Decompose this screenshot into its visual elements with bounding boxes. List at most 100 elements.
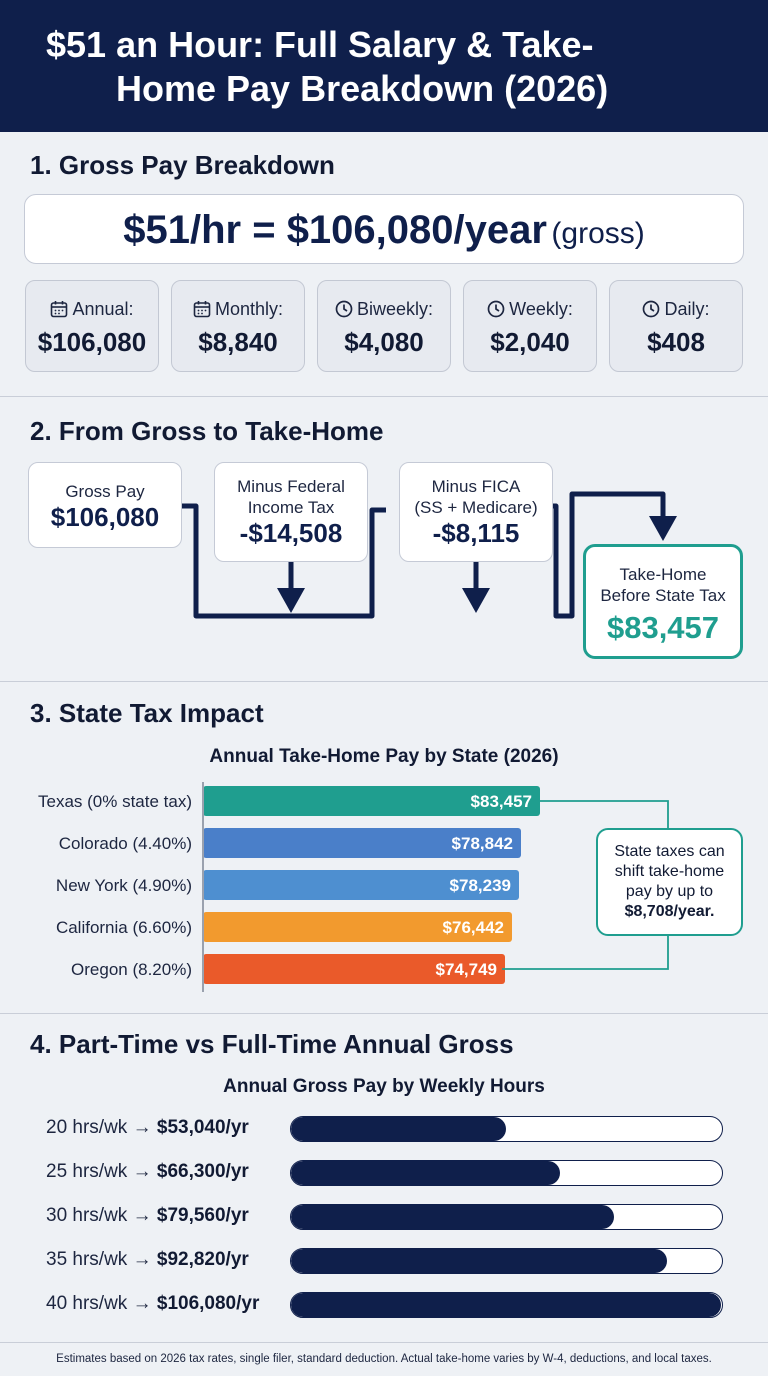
hours-bar-track: [290, 1204, 723, 1230]
state-tick-label: Colorado (4.40%): [58, 834, 192, 853]
hourly-to-annual-banner: $51/hr = $106,080/year (gross): [24, 194, 744, 264]
hours-category: 20 hrs/wk →: [46, 1117, 157, 1138]
divider: [0, 1342, 768, 1343]
hours-bar-track: [290, 1292, 723, 1318]
hours-tick-label: 25 hrs/wk → $66,300/yr: [46, 1161, 249, 1183]
clock-icon: [335, 300, 353, 323]
clock-icon: [487, 300, 505, 323]
card-value: $106,080: [37, 327, 147, 357]
arrow-down-icon: [277, 588, 305, 613]
federal-value: -$14,508: [239, 518, 343, 548]
hours-bar-track: [290, 1116, 723, 1142]
pay-card-weekly: Weekly: $2,040: [463, 280, 597, 372]
divider: [0, 1013, 768, 1014]
hours-category: 25 hrs/wk →: [46, 1161, 157, 1182]
hours-value-label: $79,560/yr: [156, 1205, 249, 1226]
takehome-label-2: Before State Tax: [600, 586, 726, 605]
hours-category: 30 hrs/wk →: [46, 1205, 157, 1226]
state-tick-label: California (6.60%): [55, 918, 192, 937]
arrow-down-icon: [462, 588, 490, 613]
pay-card-biweekly: Biweekly: $4,080: [317, 280, 451, 372]
card-label: Annual:: [72, 299, 134, 319]
pay-card-daily: Daily: $408: [609, 280, 743, 372]
state-bar: $76,442: [203, 912, 512, 942]
takehome-label-1: Take-Home: [619, 565, 707, 584]
takehome-value: $83,457: [606, 610, 720, 645]
page-title-line1: $51 an Hour: Full Salary & Take-: [46, 24, 594, 65]
hours-bar-track: [290, 1160, 723, 1186]
calendar-icon: [193, 300, 211, 323]
state-bar-value-label: $83,457: [470, 792, 532, 811]
hours-value-label: $92,820/yr: [156, 1249, 249, 1270]
section1-title: 1. Gross Pay Breakdown: [30, 150, 335, 180]
state-bar: $74,749: [203, 954, 505, 984]
state-tax-callout: State taxes can shift take-home pay by u…: [596, 828, 743, 936]
gross-pay-label: Gross Pay: [65, 482, 145, 501]
footnote: Estimates based on 2026 tax rates, singl…: [56, 1353, 712, 1365]
card-value: $2,040: [490, 327, 570, 357]
flow-gross-pay-box: Gross Pay $106,080: [28, 462, 182, 548]
hours-bar: [291, 1117, 506, 1141]
state-bar-value-label: $76,442: [442, 918, 504, 937]
section2-title: 2. From Gross to Take-Home: [30, 416, 384, 446]
callout-line2: shift take-home: [614, 863, 725, 880]
flow-federal-tax-box: Minus Federal Income Tax -$14,508: [214, 462, 368, 562]
card-label: Daily:: [664, 299, 710, 319]
hours-tick-label: 20 hrs/wk → $53,040/yr: [46, 1117, 249, 1139]
federal-label-2: Income Tax: [247, 498, 335, 517]
pay-card-annual: Annual: $106,080: [25, 280, 159, 372]
card-value: $8,840: [198, 327, 278, 357]
hours-tick-label: 30 hrs/wk → $79,560/yr: [46, 1205, 249, 1227]
flow-connectors: [182, 491, 677, 619]
page-title-line2: Home Pay Breakdown (2026): [116, 68, 609, 109]
hero-sub-text: (gross): [551, 217, 645, 250]
flow-fica-box: Minus FICA (SS + Medicare) -$8,115: [399, 462, 553, 562]
hours-category: 35 hrs/wk →: [46, 1249, 157, 1270]
hours-bar: [291, 1293, 721, 1317]
hours-tick-label: 35 hrs/wk → $92,820/yr: [46, 1249, 249, 1271]
hours-value-label: $106,080/yr: [156, 1293, 260, 1314]
pay-card-monthly: Monthly: $8,840: [171, 280, 305, 372]
hours-bar: [291, 1205, 614, 1229]
fica-label-2: (SS + Medicare): [414, 498, 538, 517]
hours-value-label: $53,040/yr: [156, 1117, 249, 1138]
calendar-icon: [50, 300, 68, 323]
flow-takehome-box: Take-Home Before State Tax $83,457: [583, 544, 743, 659]
card-label: Biweekly:: [356, 299, 434, 319]
callout-line1: State taxes can: [614, 843, 725, 860]
gross-pay-value: $106,080: [50, 502, 160, 532]
federal-label-1: Minus Federal: [237, 477, 345, 496]
hours-category: 40 hrs/wk →: [46, 1293, 157, 1314]
state-tick-label: Texas (0% state tax): [37, 792, 192, 811]
arrow-down-icon: [649, 516, 677, 541]
clock-icon: [642, 300, 660, 323]
state-tick-label: Oregon (8.20%): [71, 960, 192, 979]
section4-title: 4. Part-Time vs Full-Time Annual Gross: [30, 1029, 514, 1059]
card-value: $408: [647, 327, 705, 357]
divider: [0, 681, 768, 682]
card-label: Weekly:: [509, 299, 573, 319]
state-chart-axis: [202, 782, 204, 992]
state-bar-value-label: $78,239: [449, 876, 511, 895]
fica-value: -$8,115: [432, 518, 520, 548]
hero-main-text: $51/hr = $106,080/year: [123, 208, 547, 252]
hours-value-label: $66,300/yr: [156, 1161, 249, 1182]
hours-chart-title: Annual Gross Pay by Weekly Hours: [223, 1076, 545, 1097]
state-tick-label: New York (4.90%): [55, 876, 192, 895]
header-banner: $51 an Hour: Full Salary & Take- Home Pa…: [0, 0, 768, 132]
fica-label-1: Minus FICA: [431, 477, 521, 496]
state-bar: $78,239: [203, 870, 519, 900]
hours-bar: [291, 1249, 667, 1273]
hours-tick-label: 40 hrs/wk → $106,080/yr: [46, 1293, 259, 1315]
callout-line4: $8,708/year.: [624, 903, 715, 920]
hours-bar-track: [290, 1248, 723, 1274]
state-bar-value-label: $74,749: [435, 960, 497, 979]
state-bar-value-label: $78,842: [451, 834, 513, 853]
state-bar: $78,842: [203, 828, 521, 858]
card-label: Monthly:: [214, 299, 284, 319]
state-bar: $83,457: [203, 786, 540, 816]
state-chart-title: Annual Take-Home Pay by State (2026): [209, 746, 559, 767]
callout-line3: pay by up to: [625, 883, 714, 900]
hours-bar: [291, 1161, 560, 1185]
card-value: $4,080: [344, 327, 424, 357]
